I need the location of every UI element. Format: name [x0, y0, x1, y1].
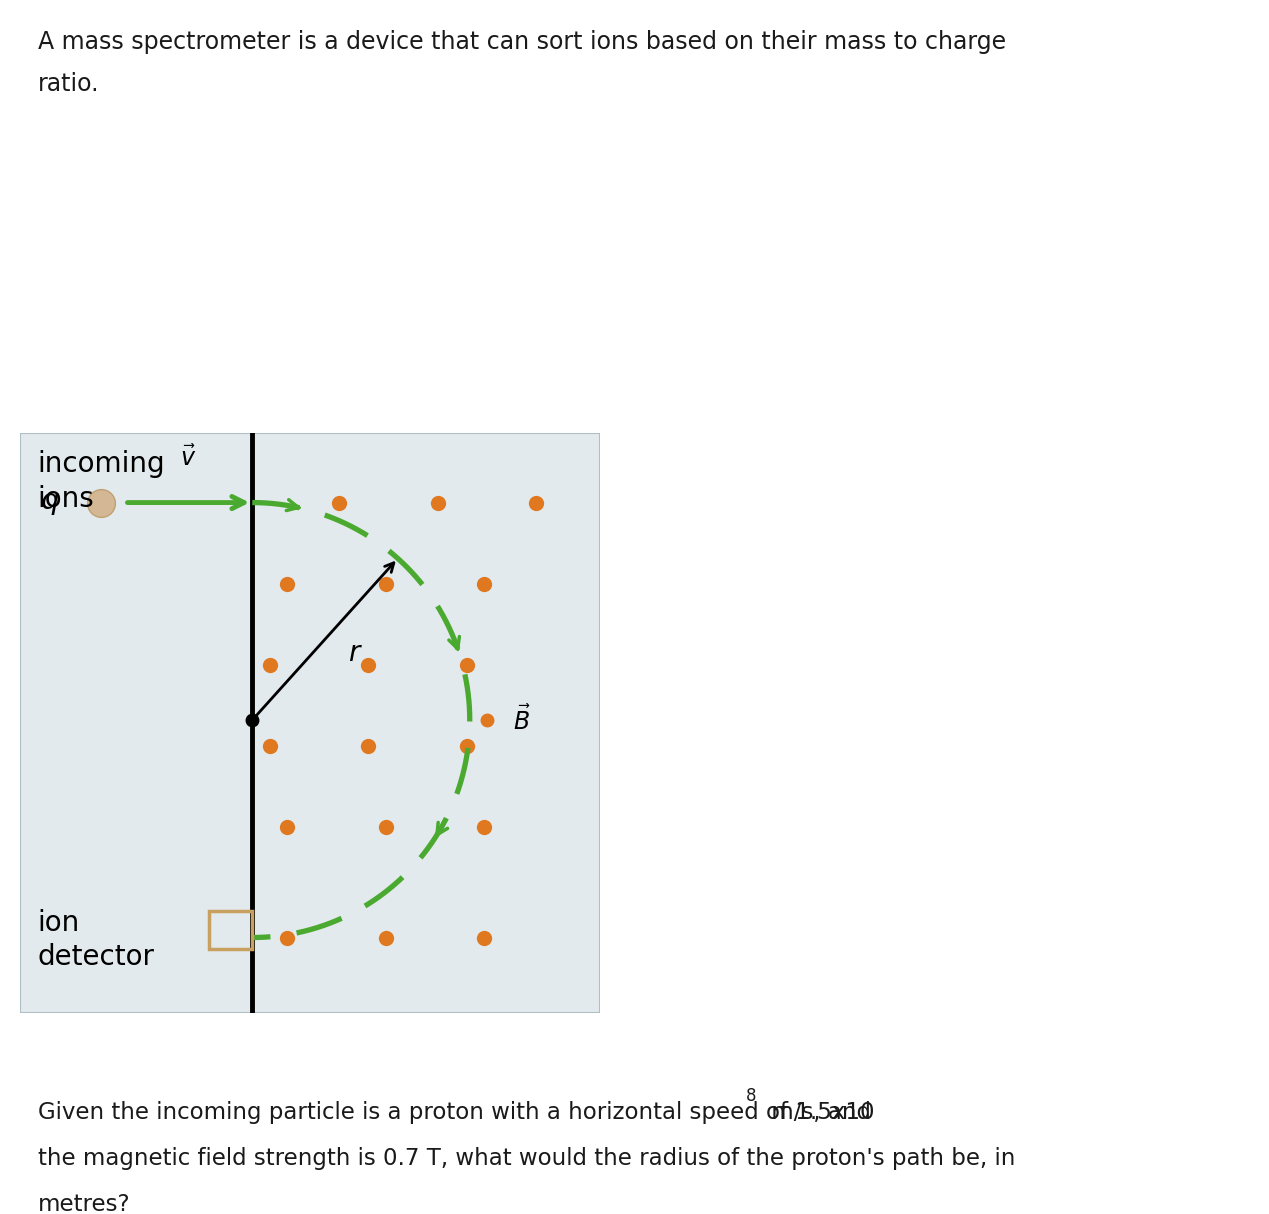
Text: metres?: metres? — [38, 1193, 131, 1214]
Text: ion: ion — [38, 908, 80, 936]
Text: ratio.: ratio. — [38, 72, 99, 96]
Text: detector: detector — [38, 943, 155, 971]
Text: the magnetic field strength is 0.7 T, what would the radius of the proton's path: the magnetic field strength is 0.7 T, wh… — [38, 1147, 1015, 1170]
Text: $\vec{v}$: $\vec{v}$ — [180, 446, 197, 471]
Text: $\vec{B}$: $\vec{B}$ — [513, 705, 530, 734]
Text: $r$: $r$ — [348, 640, 363, 666]
Bar — [209, 912, 253, 949]
Text: Given the incoming particle is a proton with a horizontal speed of 1.5x10: Given the incoming particle is a proton … — [38, 1101, 874, 1124]
Text: $q$: $q$ — [39, 488, 58, 517]
Text: m/s, and: m/s, and — [764, 1101, 871, 1124]
Text: ions: ions — [38, 486, 94, 514]
Text: A mass spectrometer is a device that can sort ions based on their mass to charge: A mass spectrometer is a device that can… — [38, 30, 1006, 55]
Text: 8: 8 — [746, 1087, 756, 1105]
Text: incoming: incoming — [38, 450, 165, 478]
